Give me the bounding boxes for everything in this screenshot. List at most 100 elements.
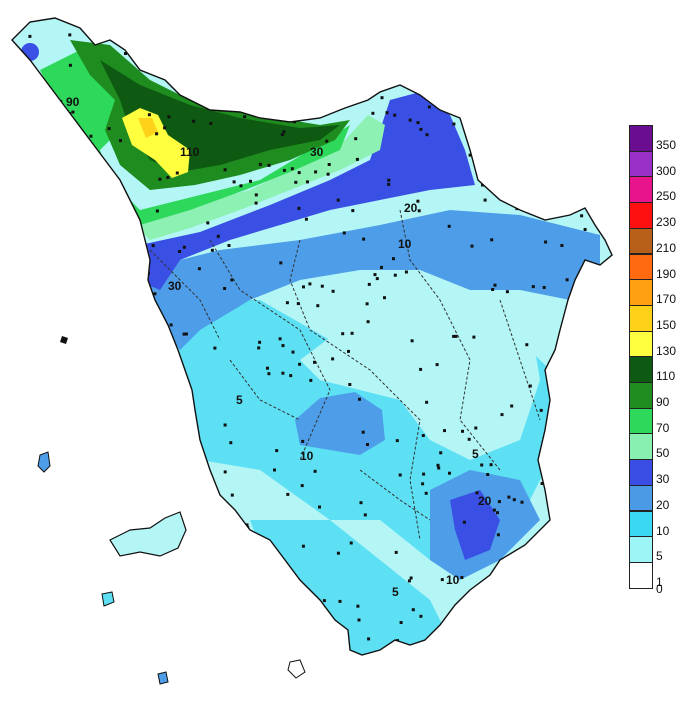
legend-label: 190 (656, 266, 677, 281)
station-marker (293, 120, 296, 124)
station-marker (290, 638, 294, 642)
station-marker (407, 69, 411, 72)
station-marker (517, 657, 520, 660)
station-marker (20, 308, 23, 312)
station-marker (50, 245, 54, 249)
station-marker (55, 494, 59, 498)
station-marker (436, 463, 440, 467)
station-marker (120, 529, 124, 533)
station-marker (440, 578, 444, 582)
station-marker (587, 409, 591, 413)
station-marker (467, 437, 471, 441)
station-marker (99, 483, 103, 487)
station-marker (471, 73, 475, 77)
station-marker (273, 609, 277, 613)
station-marker (72, 245, 76, 249)
station-marker (427, 94, 431, 98)
station-marker (273, 63, 277, 66)
station-marker (419, 367, 423, 371)
station-marker (281, 344, 285, 348)
station-marker (93, 29, 97, 33)
station-marker (74, 336, 78, 340)
station-marker (554, 481, 558, 485)
station-marker (250, 40, 254, 44)
station-marker (543, 626, 547, 630)
station-marker (297, 206, 301, 210)
station-marker (216, 234, 220, 238)
station-marker (410, 339, 414, 343)
station-marker (36, 409, 40, 413)
station-marker (556, 360, 560, 363)
station-marker (395, 439, 399, 443)
station-marker (548, 189, 552, 193)
station-marker (342, 231, 346, 235)
station-marker (336, 198, 340, 202)
map-fill (12, 18, 612, 655)
station-marker (291, 350, 295, 354)
station-marker (483, 198, 487, 202)
legend-label: 70 (656, 420, 670, 435)
station-marker (316, 304, 320, 308)
station-marker (349, 541, 353, 545)
station-marker (254, 193, 258, 197)
station-marker (213, 346, 217, 350)
station-marker (76, 223, 80, 227)
station-marker (409, 576, 413, 580)
station-marker (219, 615, 223, 619)
station-marker (313, 360, 316, 364)
station-marker (72, 654, 76, 655)
legend-label: 150 (656, 317, 677, 332)
station-marker (215, 37, 218, 41)
station-marker (593, 73, 597, 77)
station-marker (83, 337, 87, 341)
legend-label: 1 (656, 574, 663, 589)
station-marker (89, 134, 93, 138)
station-marker (508, 650, 512, 654)
station-marker (290, 167, 294, 171)
contour-label: 90 (66, 95, 80, 109)
station-marker (53, 184, 57, 188)
station-marker (182, 332, 186, 336)
station-marker (331, 289, 335, 293)
station-marker (392, 257, 395, 261)
station-marker (589, 25, 593, 28)
legend-swatch (629, 459, 653, 486)
station-marker (540, 482, 544, 485)
station-marker (452, 334, 456, 338)
station-marker (166, 176, 170, 179)
station-marker (593, 375, 597, 379)
station-marker (119, 139, 122, 143)
station-marker (93, 269, 97, 273)
station-marker (24, 250, 28, 254)
station-marker (460, 576, 464, 579)
station-marker (155, 132, 159, 136)
legend-label: 350 (656, 138, 677, 152)
station-marker (385, 111, 389, 115)
station-marker (57, 247, 61, 251)
station-marker (368, 22, 372, 26)
station-marker (249, 179, 252, 183)
station-marker (106, 230, 110, 234)
station-marker (107, 127, 111, 131)
station-marker (425, 133, 429, 137)
station-marker (408, 67, 412, 71)
station-marker (291, 574, 295, 577)
station-marker (223, 287, 227, 290)
station-marker (510, 404, 514, 408)
station-marker (68, 33, 72, 37)
legend-swatch (629, 253, 653, 281)
station-marker (258, 162, 262, 166)
station-marker (318, 505, 321, 509)
station-marker (480, 463, 484, 467)
station-marker (362, 237, 366, 241)
station-marker (357, 618, 361, 622)
station-marker (419, 127, 423, 131)
station-marker (37, 404, 41, 408)
station-marker (281, 371, 285, 375)
station-marker (522, 38, 526, 42)
station-marker (421, 434, 425, 437)
station-marker (138, 486, 142, 489)
legend-label: 10 (656, 523, 670, 538)
station-marker (521, 588, 525, 592)
contour-label: 20 (478, 494, 492, 508)
